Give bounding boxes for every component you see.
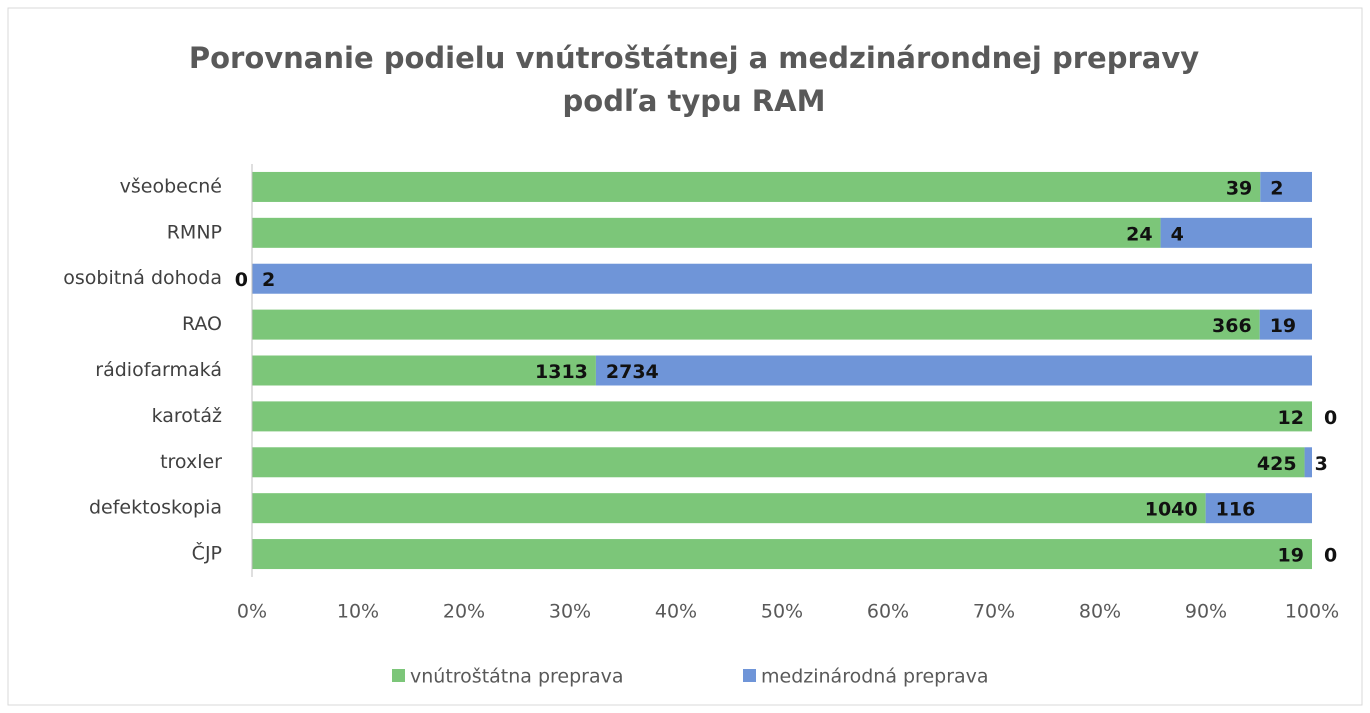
bar	[252, 355, 596, 386]
x-tick-label: 40%	[655, 601, 697, 623]
bar	[252, 493, 1206, 524]
legend-swatch	[743, 669, 756, 682]
data-label: 3	[1315, 453, 1328, 475]
y-tick-label: RMNP	[167, 221, 222, 243]
bar	[252, 171, 1261, 202]
chart-title: podľa typu RAM	[563, 84, 826, 118]
bar	[252, 217, 1161, 248]
y-tick-label: RAO	[182, 313, 222, 335]
x-tick-label: 80%	[1079, 601, 1121, 623]
data-label: 1313	[535, 361, 588, 383]
data-label: 4	[1171, 223, 1184, 245]
y-tick-label: všeobecné	[120, 175, 222, 197]
bar	[1205, 493, 1312, 524]
data-label: 19	[1278, 545, 1304, 567]
bar	[1304, 447, 1312, 478]
data-label: 0	[1324, 407, 1337, 429]
data-label: 24	[1126, 223, 1152, 245]
bar	[252, 447, 1305, 478]
data-label: 2734	[606, 361, 659, 383]
bar	[252, 263, 1312, 294]
bar	[252, 401, 1312, 432]
x-tick-label: 70%	[973, 601, 1015, 623]
legend-swatch	[392, 669, 405, 682]
data-label: 2	[262, 269, 275, 291]
bar	[252, 309, 1260, 340]
y-tick-label: troxler	[160, 451, 222, 473]
data-label: 425	[1257, 453, 1297, 475]
y-tick-label: defektoskopia	[89, 497, 222, 519]
data-label: 0	[235, 269, 248, 291]
bar	[595, 355, 1312, 386]
chart-title: Porovnanie podielu vnútroštátnej a medzi…	[189, 41, 1199, 75]
x-tick-label: 100%	[1285, 601, 1339, 623]
data-label: 366	[1212, 315, 1252, 337]
data-label: 19	[1270, 315, 1296, 337]
data-label: 0	[1324, 545, 1337, 567]
y-tick-label: ČJP	[192, 541, 222, 565]
legend-label: medzinárodná preprava	[761, 666, 989, 688]
y-tick-label: osobitná dohoda	[63, 267, 222, 289]
bar	[252, 539, 1312, 570]
bar	[1259, 309, 1312, 340]
legend-label: vnútroštátna preprava	[410, 666, 624, 688]
x-tick-label: 10%	[337, 601, 379, 623]
x-tick-label: 50%	[761, 601, 803, 623]
data-label: 39	[1226, 177, 1252, 199]
x-tick-label: 30%	[549, 601, 591, 623]
x-tick-label: 20%	[443, 601, 485, 623]
bar	[1260, 171, 1312, 202]
data-label: 116	[1216, 499, 1256, 521]
data-label: 1040	[1145, 499, 1198, 521]
x-tick-label: 0%	[237, 601, 267, 623]
y-tick-label: rádiofarmaká	[95, 359, 222, 381]
data-label: 2	[1270, 177, 1283, 199]
y-tick-label: karotáž	[152, 405, 222, 427]
data-label: 12	[1278, 407, 1304, 429]
x-tick-label: 60%	[867, 601, 909, 623]
x-tick-label: 90%	[1185, 601, 1227, 623]
bar	[1160, 217, 1312, 248]
